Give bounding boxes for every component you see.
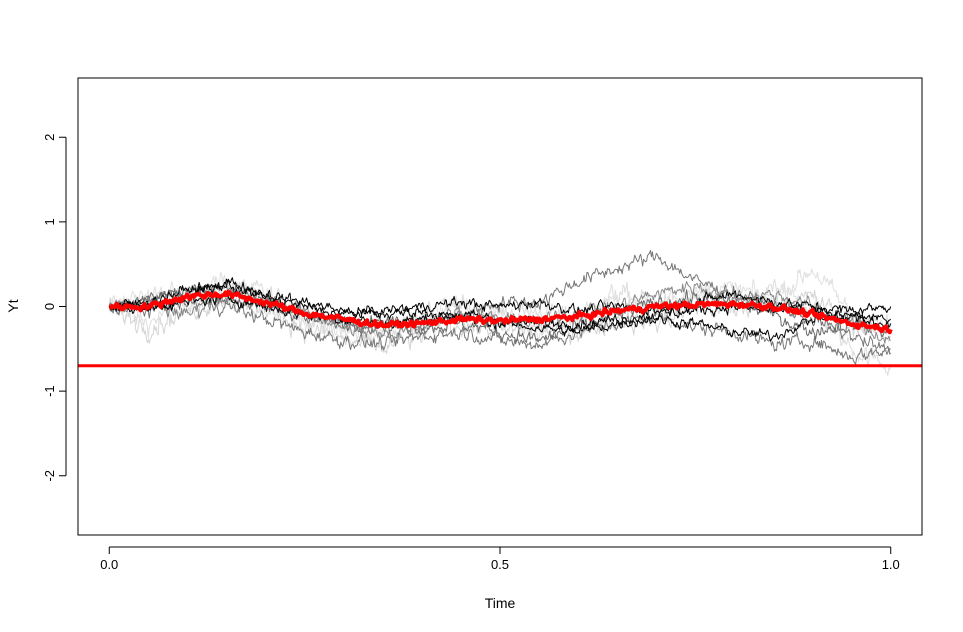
y-tick-label: 1 xyxy=(42,218,57,225)
series-line-6 xyxy=(108,286,892,345)
series-line-8 xyxy=(109,278,892,319)
y-axis-title: Yt xyxy=(5,299,21,312)
x-axis-title: Time xyxy=(485,595,516,611)
series-line-10 xyxy=(109,277,892,342)
x-axis: 0.0 0.5 1.0 xyxy=(100,546,900,572)
x-tick-label: 1.0 xyxy=(882,557,900,572)
series-layer xyxy=(108,249,893,376)
y-axis: -2 -1 0 1 2 xyxy=(42,134,67,482)
x-tick-label: 0.5 xyxy=(491,557,509,572)
y-tick-label: 0 xyxy=(42,303,57,310)
y-tick-label: -1 xyxy=(42,385,57,397)
series-line-11 xyxy=(108,289,893,335)
x-tick-label: 0.0 xyxy=(100,557,118,572)
y-tick-label: -2 xyxy=(42,470,57,482)
plot-frame xyxy=(77,77,923,536)
y-tick-label: 2 xyxy=(42,134,57,141)
